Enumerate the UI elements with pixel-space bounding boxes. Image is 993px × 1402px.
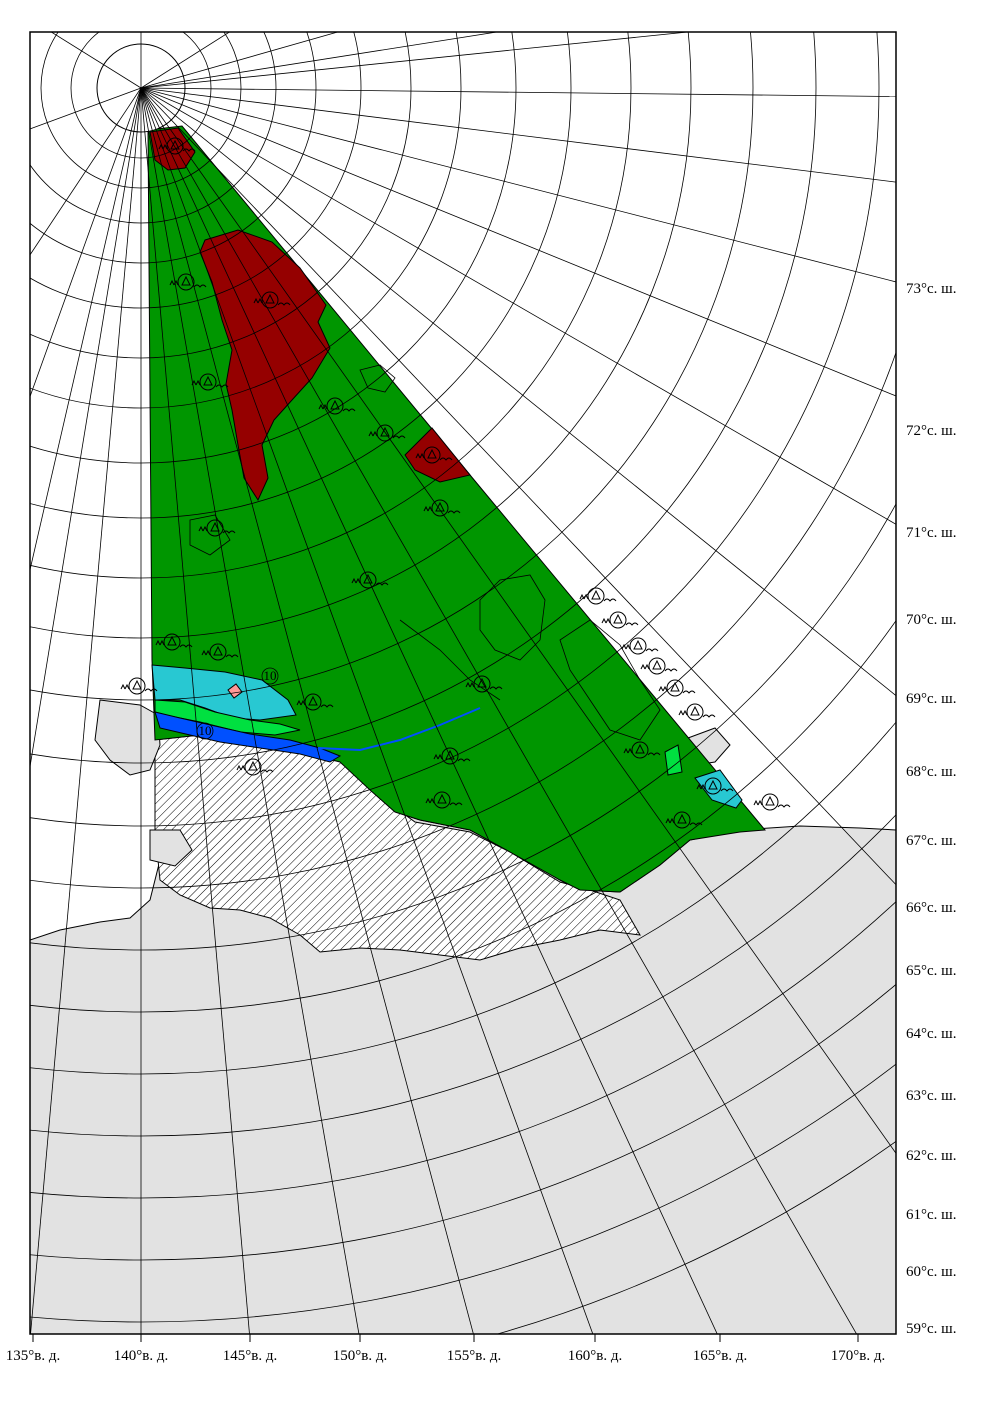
lat-label-71: 71°с. ш.: [906, 525, 957, 541]
lon-label-145: 145°в. д.: [222, 1348, 278, 1364]
contour-labels: 10 10: [196, 667, 279, 740]
lat-label-67: 67°с. ш.: [906, 833, 957, 849]
isolines: [189, 364, 661, 741]
lon-label-170: 170°в. д.: [830, 1348, 886, 1364]
contour-label-1: 10: [264, 668, 277, 683]
ice-zone-cyan-east: [694, 769, 743, 809]
lon-label-165: 165°в. д.: [692, 1348, 748, 1364]
lat-label-66: 66°с. ш.: [906, 900, 957, 916]
lon-label-140: 140°в. д.: [113, 1348, 169, 1364]
lat-label-70: 70°с. ш.: [906, 612, 957, 628]
lat-label-60: 60°с. ш.: [906, 1264, 957, 1280]
lon-ticks: [32, 1334, 859, 1342]
lat-label-72: 72°с. ш.: [906, 423, 957, 439]
lat-label-59: 59°с. ш.: [906, 1321, 957, 1337]
lat-label-63: 63°с. ш.: [906, 1088, 957, 1104]
map-frame: [29, 31, 897, 1335]
blue-boundary-line: [317, 707, 481, 752]
ice-zone-blue-west: [154, 711, 342, 763]
island-south-west: [149, 829, 193, 867]
island-west: [94, 699, 161, 776]
lat-label-68: 68°с. ш.: [906, 764, 957, 780]
lat-label-64: 64°с. ш.: [906, 1026, 957, 1042]
lat-label-61: 61°с. ш.: [906, 1207, 957, 1223]
ice-zone-light-green-east: [664, 744, 683, 776]
lon-label-160: 160°в. д.: [567, 1348, 623, 1364]
lat-label-62: 62°с. ш.: [906, 1148, 957, 1164]
ice-zone-cyan-west: [151, 664, 297, 721]
lon-label-135: 135°в. д.: [5, 1348, 61, 1364]
lat-label-69: 69°с. ш.: [906, 691, 957, 707]
lat-label-65: 65°с. ш.: [906, 963, 957, 979]
lon-label-155: 155°в. д.: [446, 1348, 502, 1364]
contour-label-2: 10: [199, 723, 212, 738]
lat-label-73: 73°с. ш.: [906, 281, 957, 297]
ice-zone-dark-red-central: [199, 229, 331, 502]
lon-label-150: 150°в. д.: [332, 1348, 388, 1364]
ice-zone-dark-red-east: [404, 427, 471, 483]
